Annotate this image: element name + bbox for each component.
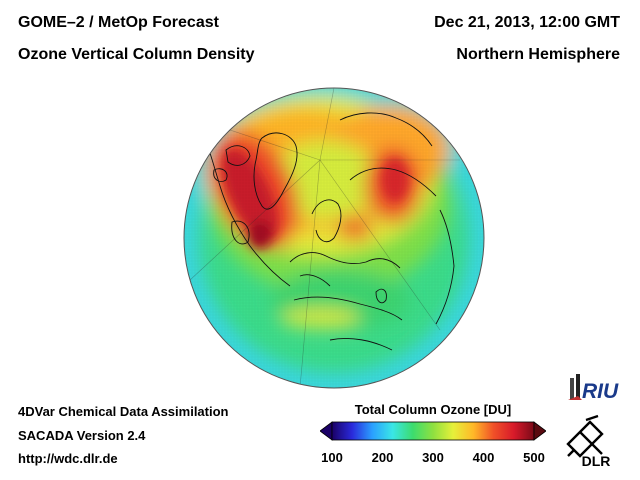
- colorbar-max-arrow: [533, 421, 546, 441]
- map-title: GOME–2 / MetOp Forecast: [18, 14, 219, 31]
- globe-outline: [183, 87, 485, 389]
- coastlines: [195, 112, 455, 351]
- colorbar-min-arrow: [320, 421, 333, 441]
- map-subtitle: Ozone Vertical Column Density: [18, 46, 255, 63]
- footer-version: SACADA Version 2.4: [18, 428, 146, 443]
- footer-link[interactable]: http://wdc.dlr.de: [18, 451, 118, 466]
- ozone-field: [184, 88, 484, 388]
- colorbar-tick-label: 500: [523, 450, 545, 465]
- colorbar-tick-label: 100: [321, 450, 343, 465]
- dlr-logo-text: DLR: [582, 453, 611, 468]
- colorbar: [320, 421, 546, 441]
- colorbar-gradient: [331, 421, 535, 441]
- riu-logo-text: RIU: [582, 380, 619, 403]
- colorbar-tick-label: 400: [472, 450, 495, 465]
- colorbar-tick-label: 300: [422, 450, 444, 465]
- colorbar-title: Total Column Ozone [DU]: [354, 402, 512, 417]
- footer-method: 4DVar Chemical Data Assimilation: [18, 404, 229, 419]
- forecast-date: Dec 21, 2013, 12:00 GMT: [434, 14, 620, 31]
- dlr-logo: DLR: [566, 414, 611, 468]
- riu-logo: RIU: [568, 374, 619, 403]
- hemisphere-label: Northern Hemisphere: [456, 46, 620, 63]
- colorbar-tick-label: 200: [371, 450, 394, 465]
